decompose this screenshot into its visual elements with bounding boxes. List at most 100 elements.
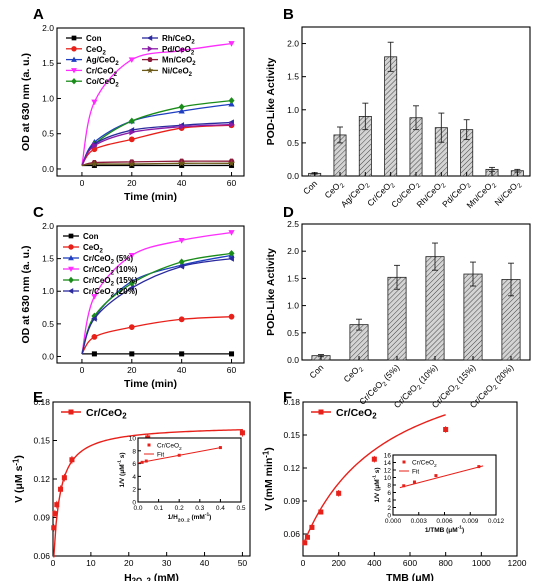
y-tick-label: 0.5 bbox=[42, 319, 54, 329]
data-point bbox=[52, 511, 58, 517]
legend-marker bbox=[147, 45, 154, 52]
y-axis-title: POD-Like Activity bbox=[265, 248, 277, 336]
y-tick-label: 1.5 bbox=[287, 273, 299, 283]
series-cr-ceo2-10- bbox=[81, 230, 235, 355]
category-label: Mn/CeO2 bbox=[464, 178, 498, 212]
legend-marker bbox=[146, 35, 153, 41]
y-tick-label: 1.5 bbox=[287, 72, 299, 82]
y-tick-label: 0.0 bbox=[287, 355, 299, 365]
y-tick-label: 0.0 bbox=[287, 171, 299, 181]
legend-marker bbox=[318, 409, 324, 415]
legend-marker bbox=[68, 266, 74, 273]
bar bbox=[384, 56, 398, 177]
inset-legend-marker bbox=[402, 460, 406, 464]
inset-y-tick-label: 6 bbox=[387, 490, 391, 497]
inset-x-axis-title: 1/H2O_2 (mM-1) bbox=[168, 512, 212, 524]
x-axis-title: Time (min) bbox=[124, 191, 177, 203]
inset-y-tick-label: 4 bbox=[132, 474, 136, 481]
series-cr-ceo2-15- bbox=[81, 249, 235, 355]
inset-data-point bbox=[434, 474, 438, 478]
x-tick-label: 30 bbox=[162, 558, 172, 568]
legend-marker bbox=[71, 35, 77, 41]
y-tick-label: 0.5 bbox=[42, 129, 54, 139]
inset-y-tick-label: 2 bbox=[387, 505, 391, 512]
legend-label: Cr/CeO2 (10%) bbox=[83, 265, 138, 277]
x-tick-label: 1000 bbox=[472, 558, 491, 568]
y-tick-label: 0.0 bbox=[42, 351, 54, 361]
legend-marker bbox=[68, 233, 74, 239]
data-point bbox=[54, 502, 60, 508]
series-line bbox=[81, 316, 232, 355]
inset-x-tick-label: 0.003 bbox=[411, 518, 428, 525]
x-tick-label: 400 bbox=[367, 558, 381, 568]
series-co-ceo2 bbox=[81, 97, 235, 166]
data-point bbox=[178, 316, 185, 323]
data-point bbox=[128, 57, 135, 63]
inset-y-tick-label: 0 bbox=[132, 500, 136, 507]
series-con bbox=[81, 351, 235, 357]
data-point bbox=[179, 123, 185, 130]
data-point bbox=[91, 334, 98, 340]
inset-y-tick-label: 16 bbox=[384, 453, 392, 460]
panel-label-f: F bbox=[283, 389, 292, 406]
data-point bbox=[178, 107, 185, 114]
legend-label: Ag/CeO2 bbox=[86, 56, 119, 68]
inset-y-axis-title: 1/V (μM-1 s) bbox=[372, 467, 382, 502]
inset-x-tick-label: 0.0 bbox=[133, 505, 142, 512]
legend: Cr/CeO2 bbox=[61, 407, 127, 421]
legend-label: Cr/CeO2 (20%) bbox=[83, 287, 138, 299]
data-point bbox=[91, 294, 98, 300]
legend-marker bbox=[71, 77, 77, 85]
data-point bbox=[69, 457, 75, 463]
legend-marker bbox=[146, 66, 154, 74]
x-axis-title: TMB (μM) bbox=[386, 572, 434, 581]
y-tick-label: 0.09 bbox=[33, 513, 50, 523]
data-point bbox=[92, 142, 98, 149]
legend-marker bbox=[71, 68, 77, 74]
data-point bbox=[129, 351, 135, 357]
y-tick-label: 0.15 bbox=[33, 436, 50, 446]
y-axis-title: OD at 630 nm (a. u.) bbox=[20, 53, 32, 151]
inset-legend-label: Fit bbox=[412, 469, 419, 476]
x-tick-label: 0 bbox=[51, 558, 56, 568]
data-point bbox=[336, 490, 342, 496]
category-label: Ni/CeO2 bbox=[492, 178, 523, 209]
category-label: CeO2 bbox=[341, 362, 365, 386]
data-point bbox=[128, 136, 135, 143]
x-tick-label: 40 bbox=[177, 365, 187, 375]
legend-marker bbox=[68, 244, 74, 250]
y-tick-label: 0.06 bbox=[283, 529, 300, 539]
series-cr-ceo2 bbox=[81, 41, 235, 166]
inset-x-tick-label: 0.4 bbox=[216, 505, 225, 512]
series-line bbox=[81, 124, 232, 166]
plot-frame bbox=[56, 27, 245, 177]
inset-data-point bbox=[218, 446, 222, 450]
chart-f: 0.060.090.120.150.180 200 400 600 800 1000 120… bbox=[262, 397, 527, 581]
data-point bbox=[91, 99, 98, 106]
legend-label: CeO2 bbox=[83, 243, 103, 255]
inset-legend-label: Cr/CeO2 bbox=[412, 460, 437, 470]
data-point bbox=[51, 525, 57, 531]
data-point bbox=[91, 315, 97, 322]
data-point bbox=[61, 475, 67, 481]
y-axis-title: OD at 630 nm (a. u.) bbox=[20, 245, 32, 343]
y-tick-label: 1.0 bbox=[287, 105, 299, 115]
x-tick-label: 40 bbox=[200, 558, 210, 568]
x-tick-label: 0 bbox=[301, 558, 306, 568]
legend-marker bbox=[68, 276, 74, 284]
inset-y-tick-label: 2 bbox=[132, 487, 136, 494]
inset-x-axis-title: 1/TMB (μM-1) bbox=[425, 525, 464, 535]
inset-y-tick-label: 0 bbox=[387, 513, 391, 520]
category-label: Ag/CeO2 bbox=[339, 178, 372, 211]
legend-marker bbox=[71, 56, 77, 62]
y-tick-label: 1.0 bbox=[42, 286, 54, 296]
inset-x-tick-label: 0.1 bbox=[154, 505, 163, 512]
inset-x-tick-label: 0.006 bbox=[436, 518, 453, 525]
data-point bbox=[179, 351, 185, 357]
series-ni-ceo2 bbox=[81, 159, 236, 168]
